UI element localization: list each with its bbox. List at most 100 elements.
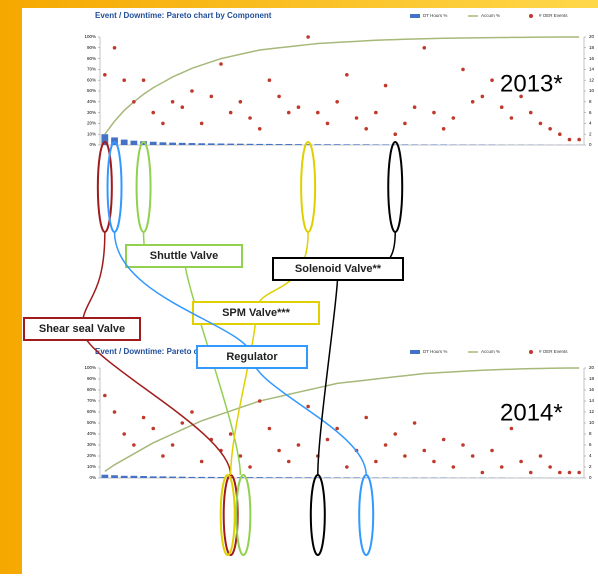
bar (353, 477, 360, 478)
bar (363, 144, 370, 145)
event-dot (326, 122, 330, 126)
y-tick-label: 70% (87, 398, 96, 403)
y-tick-label: 40% (87, 99, 96, 104)
bar (121, 140, 128, 145)
y-tick-label: 80% (87, 56, 96, 61)
event-dot (364, 416, 368, 420)
bar (189, 477, 196, 478)
bar (150, 142, 157, 145)
event-dot (442, 127, 446, 131)
bar (130, 476, 137, 478)
event-dot (577, 138, 581, 142)
event-dot (268, 427, 272, 431)
event-dot (442, 438, 446, 442)
event-dot (132, 100, 136, 104)
y-tick-label: 50% (87, 88, 96, 93)
event-dot (287, 460, 291, 464)
event-dot (481, 95, 485, 99)
y-tick-label: 70% (87, 67, 96, 72)
bar (121, 476, 128, 478)
event-dot (190, 410, 194, 414)
bar (218, 477, 225, 478)
bar (169, 143, 176, 145)
event-dot (316, 111, 320, 115)
legend-swatch (529, 350, 533, 354)
bar (179, 143, 186, 145)
event-dot (500, 465, 504, 469)
event-dot (393, 132, 397, 136)
bar (247, 144, 254, 145)
bar (208, 143, 215, 145)
legend-label: DT Hours % (423, 349, 447, 354)
event-dot (500, 105, 504, 109)
event-dot (374, 460, 378, 464)
event-dot (297, 443, 301, 447)
bar (130, 141, 137, 145)
y-tick-label: 0% (89, 142, 96, 147)
bar (266, 477, 273, 478)
legend-label: Accum % (481, 349, 500, 354)
event-dot (374, 111, 378, 115)
callout-label: Regulator (226, 351, 278, 363)
event-dot (258, 127, 262, 131)
event-dot (151, 427, 155, 431)
year-label: 2013* (500, 70, 563, 97)
event-dot (142, 78, 146, 82)
event-dot (326, 438, 330, 442)
event-dot (345, 465, 349, 469)
event-dot (413, 105, 417, 109)
event-dot (364, 127, 368, 131)
event-dot (384, 84, 388, 88)
event-dot (103, 394, 107, 398)
event-dot (422, 449, 426, 453)
event-dot (490, 449, 494, 453)
event-dot (403, 122, 407, 126)
y2-tick-label: 14 (589, 67, 595, 72)
event-dot (122, 432, 126, 436)
y-tick-label: 50% (87, 420, 96, 425)
event-dot (113, 410, 117, 414)
y-tick-label: 100% (84, 34, 96, 39)
bar (324, 477, 331, 478)
event-dot (548, 127, 552, 131)
event-dot (345, 73, 349, 77)
event-dot (355, 116, 359, 120)
y2-tick-label: 16 (589, 387, 595, 392)
event-dot (258, 399, 262, 403)
event-dot (461, 443, 465, 447)
event-dot (268, 78, 272, 82)
event-dot (161, 122, 165, 126)
bar (266, 144, 273, 145)
bar (218, 143, 225, 145)
bar (160, 476, 167, 478)
bar (276, 144, 283, 145)
y-tick-label: 40% (87, 431, 96, 436)
bar (227, 144, 234, 145)
bar (276, 477, 283, 478)
y-tick-label: 10% (87, 464, 96, 469)
y-tick-label: 20% (87, 453, 96, 458)
event-dot (432, 460, 436, 464)
event-dot (103, 73, 107, 77)
event-dot (171, 100, 175, 104)
bar (334, 144, 341, 145)
bar (111, 475, 118, 478)
y2-tick-label: 14 (589, 398, 595, 403)
event-dot (452, 116, 456, 120)
event-dot (248, 116, 252, 120)
event-dot (239, 100, 243, 104)
bar (305, 477, 312, 478)
event-dot (171, 443, 175, 447)
y-tick-label: 90% (87, 45, 96, 50)
event-dot (190, 89, 194, 93)
event-dot (539, 122, 543, 126)
event-dot (210, 95, 214, 99)
event-dot (200, 122, 204, 126)
event-dot (403, 454, 407, 458)
y-tick-label: 90% (87, 376, 96, 381)
event-dot (510, 116, 514, 120)
event-dot (413, 421, 417, 425)
event-dot (277, 449, 281, 453)
event-dot (481, 471, 485, 475)
